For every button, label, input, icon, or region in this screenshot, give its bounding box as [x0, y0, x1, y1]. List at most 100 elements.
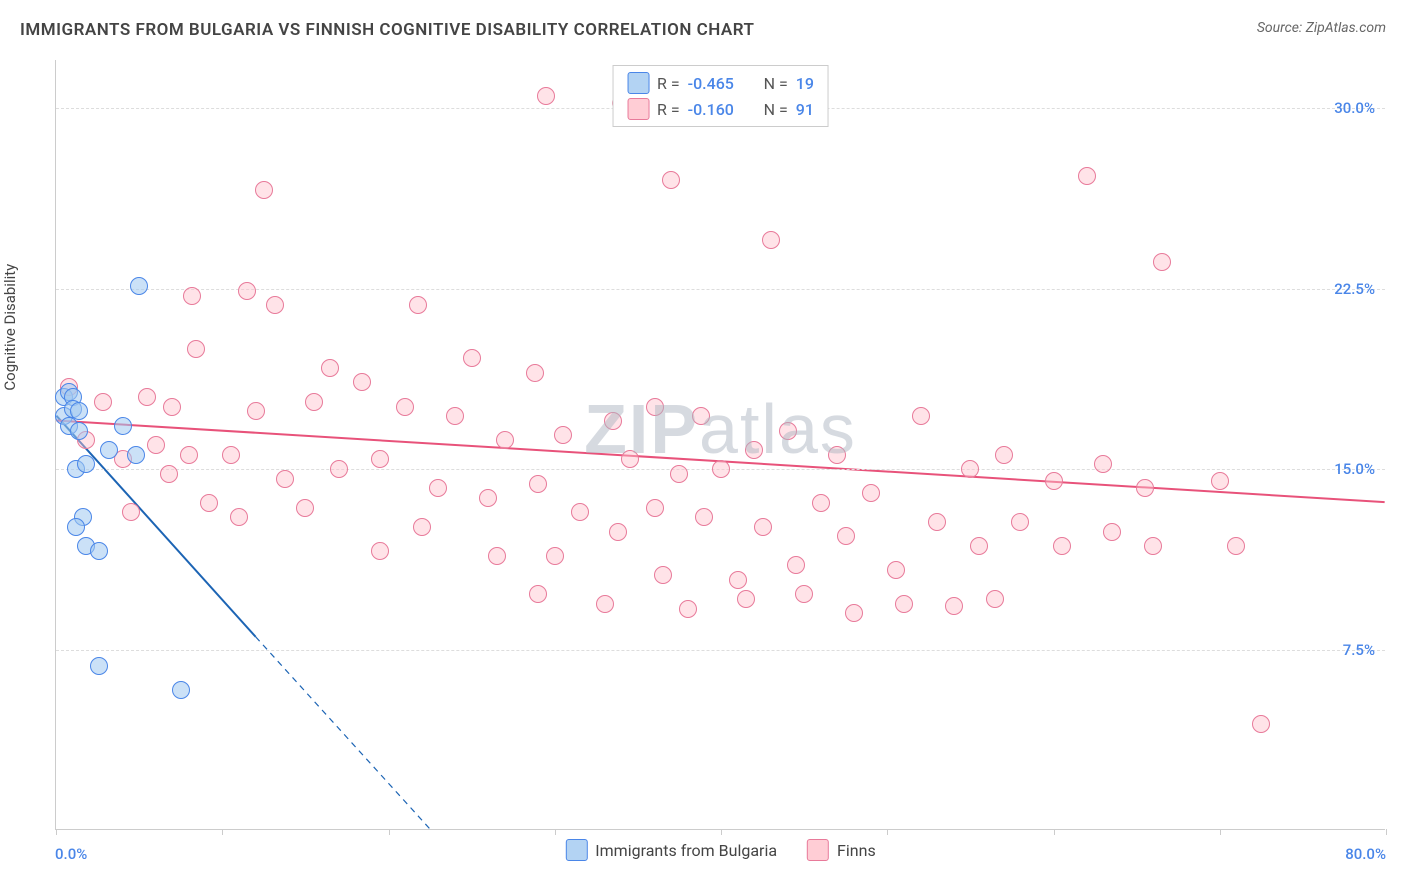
legend-correlation: R = -0.465 N = 19 R = -0.160 N = 91: [612, 65, 829, 127]
scatter-point-pink: [1011, 513, 1029, 531]
scatter-point-pink: [446, 407, 464, 425]
legend-blue-label: Immigrants from Bulgaria: [595, 841, 777, 860]
scatter-point-pink: [305, 393, 323, 411]
swatch-pink: [627, 98, 649, 120]
scatter-point-pink: [276, 470, 294, 488]
scatter-point-pink: [138, 388, 156, 406]
scatter-point-pink: [1153, 253, 1171, 271]
scatter-point-pink: [887, 561, 905, 579]
scatter-point-pink: [413, 518, 431, 536]
legend-blue-n: 19: [796, 74, 814, 93]
source-attribution: Source: ZipAtlas.com: [1257, 20, 1386, 36]
swatch-blue: [627, 72, 649, 94]
y-axis-title: Cognitive Disability: [1, 264, 19, 391]
scatter-point-pink: [1136, 479, 1154, 497]
scatter-point-pink: [238, 282, 256, 300]
scatter-point-pink: [945, 597, 963, 615]
scatter-point-pink: [912, 407, 930, 425]
scatter-point-pink: [255, 181, 273, 199]
scatter-point-pink: [163, 398, 181, 416]
legend-row-pink: R = -0.160 N = 91: [627, 96, 814, 122]
scatter-point-pink: [754, 518, 772, 536]
scatter-point-pink: [230, 508, 248, 526]
scatter-point-pink: [526, 364, 544, 382]
scatter-point-pink: [122, 503, 140, 521]
y-tick-label: 30.0%: [1334, 99, 1375, 117]
scatter-point-pink: [787, 556, 805, 574]
scatter-point-pink: [596, 595, 614, 613]
scatter-point-pink: [321, 359, 339, 377]
scatter-point-pink: [353, 373, 371, 391]
scatter-point-pink: [266, 296, 284, 314]
chart-container: IMMIGRANTS FROM BULGARIA VS FINNISH COGN…: [0, 0, 1406, 892]
scatter-point-pink: [537, 87, 555, 105]
scatter-point-pink: [94, 393, 112, 411]
scatter-point-pink: [183, 287, 201, 305]
scatter-point-pink: [429, 479, 447, 497]
legend-item-blue: Immigrants from Bulgaria: [565, 839, 777, 861]
chart-title: IMMIGRANTS FROM BULGARIA VS FINNISH COGN…: [20, 20, 754, 40]
scatter-point-pink: [222, 446, 240, 464]
scatter-point-pink: [180, 446, 198, 464]
swatch-pink: [807, 839, 829, 861]
scatter-point-pink: [1078, 167, 1096, 185]
scatter-point-blue: [172, 681, 190, 699]
scatter-point-pink: [147, 436, 165, 454]
scatter-point-pink: [745, 441, 763, 459]
legend-n-eq: N =: [760, 100, 788, 119]
scatter-point-pink: [200, 494, 218, 512]
scatter-point-pink: [795, 585, 813, 603]
scatter-point-pink: [995, 446, 1013, 464]
trendline-blue-extrapolated: [256, 637, 430, 829]
y-tick-label: 22.5%: [1334, 280, 1375, 298]
scatter-point-pink: [762, 231, 780, 249]
scatter-point-pink: [247, 402, 265, 420]
scatter-point-pink: [296, 499, 314, 517]
scatter-point-pink: [160, 465, 178, 483]
scatter-point-pink: [1103, 523, 1121, 541]
scatter-point-blue: [130, 277, 148, 295]
scatter-point-pink: [187, 340, 205, 358]
scatter-point-pink: [646, 398, 664, 416]
legend-blue-r: -0.465: [688, 74, 752, 93]
scatter-point-blue: [90, 542, 108, 560]
plot-area: ZIPatlas R = -0.465 N = 19 R = -0.160 N …: [55, 60, 1385, 830]
scatter-point-pink: [837, 527, 855, 545]
y-tick-label: 7.5%: [1343, 641, 1375, 659]
x-axis-label-min: 0.0%: [55, 845, 87, 863]
legend-n-eq: N =: [760, 74, 788, 93]
scatter-point-pink: [1227, 537, 1245, 555]
x-tick-mark: [222, 829, 223, 835]
scatter-point-pink: [970, 537, 988, 555]
scatter-point-pink: [463, 349, 481, 367]
x-tick-mark: [1386, 829, 1387, 835]
scatter-point-pink: [1144, 537, 1162, 555]
legend-row-blue: R = -0.465 N = 19: [627, 70, 814, 96]
scatter-point-pink: [571, 503, 589, 521]
scatter-point-pink: [1045, 472, 1063, 490]
x-tick-mark: [721, 829, 722, 835]
scatter-point-pink: [670, 465, 688, 483]
scatter-point-pink: [396, 398, 414, 416]
scatter-point-pink: [712, 460, 730, 478]
scatter-point-pink: [554, 426, 572, 444]
scatter-point-pink: [961, 460, 979, 478]
scatter-point-blue: [90, 657, 108, 675]
scatter-point-pink: [609, 523, 627, 541]
legend-item-pink: Finns: [807, 839, 876, 861]
scatter-point-pink: [529, 475, 547, 493]
x-tick-mark: [56, 829, 57, 835]
legend-pink-label: Finns: [837, 841, 876, 860]
scatter-point-pink: [371, 450, 389, 468]
scatter-point-pink: [330, 460, 348, 478]
scatter-point-blue: [114, 417, 132, 435]
scatter-point-pink: [729, 571, 747, 589]
scatter-point-pink: [654, 566, 672, 584]
scatter-point-pink: [496, 431, 514, 449]
scatter-point-pink: [812, 494, 830, 512]
scatter-point-pink: [409, 296, 427, 314]
scatter-point-pink: [604, 412, 622, 430]
scatter-point-pink: [479, 489, 497, 507]
gridline: [56, 650, 1385, 651]
scatter-point-pink: [845, 604, 863, 622]
